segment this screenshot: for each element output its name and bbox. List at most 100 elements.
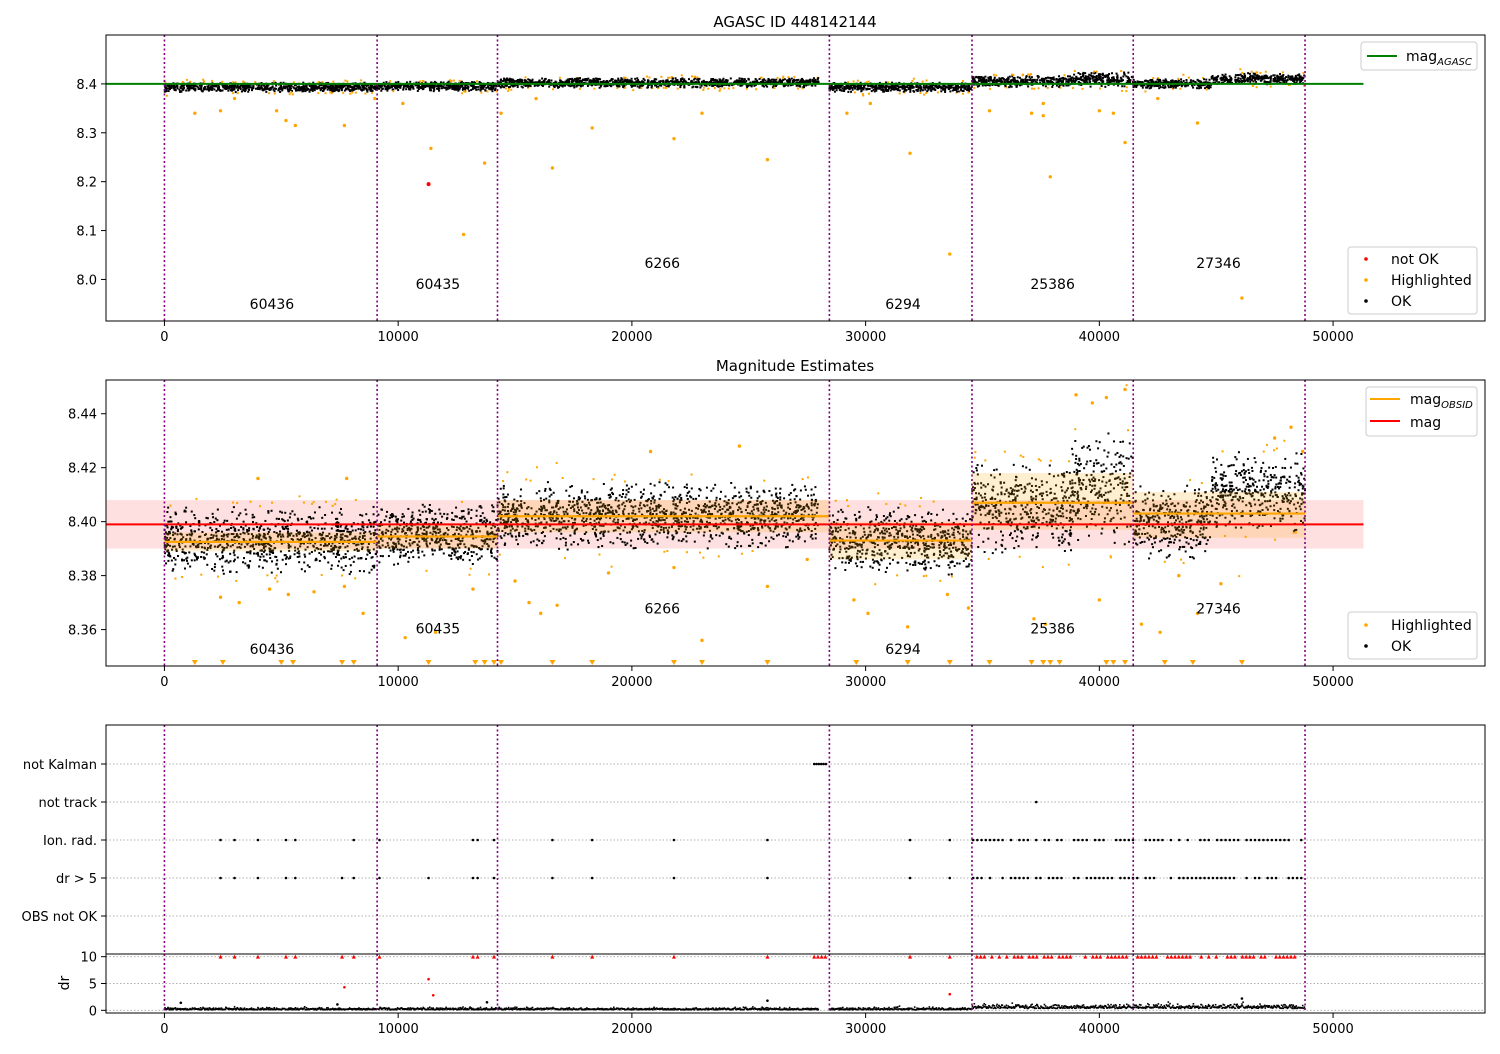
ok-point [361, 86, 363, 88]
highlighted-point [625, 77, 627, 79]
highlighted-point [349, 93, 351, 95]
ok-point [186, 557, 188, 559]
highlighted-point [1239, 68, 1241, 70]
ok-point [988, 80, 990, 82]
ok-point [1263, 77, 1265, 79]
ok-point [646, 87, 648, 89]
ok-point [246, 565, 248, 567]
ok-point [1111, 77, 1113, 79]
ok-point [1067, 81, 1069, 83]
ok-point [327, 561, 329, 563]
ok-point [337, 88, 339, 90]
ok-point [347, 85, 349, 87]
ok-point [279, 511, 281, 513]
ok-point [216, 555, 218, 557]
ok-point [197, 556, 199, 558]
ok-point [221, 566, 223, 568]
ok-point [1116, 73, 1118, 75]
highlighted-point [694, 76, 696, 78]
ok-point [267, 512, 269, 514]
highlighted-point [853, 80, 855, 82]
ok-point [243, 521, 245, 523]
ok-point [331, 527, 333, 529]
highlighted-point [926, 79, 928, 81]
ok-point [843, 86, 845, 88]
ok-point [331, 85, 333, 87]
ok-point [190, 85, 192, 87]
ok-point [343, 556, 345, 558]
ok-point [222, 555, 224, 557]
ok-point [321, 517, 323, 519]
ok-point [1096, 78, 1098, 80]
ok-point [489, 87, 491, 89]
highlighted-point [332, 81, 334, 83]
highlighted-point [401, 102, 404, 105]
ok-point [886, 89, 888, 91]
ok-point [462, 87, 464, 89]
ok-point [736, 79, 738, 81]
highlighted-point [232, 92, 234, 94]
ok-point [350, 89, 352, 91]
ok-point [287, 528, 289, 530]
ok-point [226, 560, 228, 562]
ok-point [759, 78, 761, 80]
ok-point [915, 89, 917, 91]
ok-point [198, 521, 200, 523]
highlighted-point [341, 575, 343, 577]
ok-point [719, 85, 721, 87]
ok-point [230, 571, 232, 573]
ok-point [298, 89, 300, 91]
ok-point [506, 85, 508, 87]
ok-point [874, 87, 876, 89]
ok-point [699, 87, 701, 89]
ok-point [615, 80, 617, 82]
highlighted-point [646, 76, 648, 78]
highlighted-point [1099, 87, 1101, 89]
ok-point [207, 86, 209, 88]
ok-point [491, 90, 493, 92]
highlighted-point [696, 76, 698, 78]
agasc-x-tick-label: 40000 [1079, 330, 1120, 345]
ok-point [847, 91, 849, 93]
highlighted-point [632, 89, 634, 91]
ok-point [641, 80, 643, 82]
ok-point [445, 87, 447, 89]
ok-point [999, 78, 1001, 80]
ok-point [1145, 87, 1147, 89]
ok-point [493, 85, 495, 87]
ok-point [1158, 87, 1160, 89]
ok-point [1078, 81, 1080, 83]
ok-point [638, 87, 640, 89]
ok-point [804, 81, 806, 83]
ok-point [221, 551, 223, 553]
ok-point [725, 79, 727, 81]
ok-point [1163, 87, 1165, 89]
ok-point [1153, 85, 1155, 87]
ok-point [460, 85, 462, 87]
ok-point [248, 86, 250, 88]
ok-point [1022, 80, 1024, 82]
ok-point [558, 86, 560, 88]
ok-point [1141, 85, 1143, 87]
highlighted-point [1302, 72, 1304, 74]
ok-point [1093, 72, 1095, 74]
obsid-label: 27346 [1196, 256, 1241, 272]
ok-point [203, 87, 205, 89]
ok-point [1027, 85, 1029, 87]
ok-point [234, 528, 236, 530]
ok-point [308, 516, 310, 518]
ok-point [960, 86, 962, 88]
highlighted-point [273, 80, 275, 82]
ok-point [579, 77, 581, 79]
ok-point [972, 77, 974, 79]
ok-point [340, 558, 342, 560]
highlighted-point [392, 90, 394, 92]
ok-point [208, 90, 210, 92]
ok-point [309, 526, 311, 528]
ok-point [1099, 73, 1101, 75]
ok-point [817, 77, 819, 79]
ok-point [289, 513, 291, 515]
highlighted-point [202, 79, 204, 81]
ok-point [233, 506, 235, 508]
ok-point [304, 556, 306, 558]
